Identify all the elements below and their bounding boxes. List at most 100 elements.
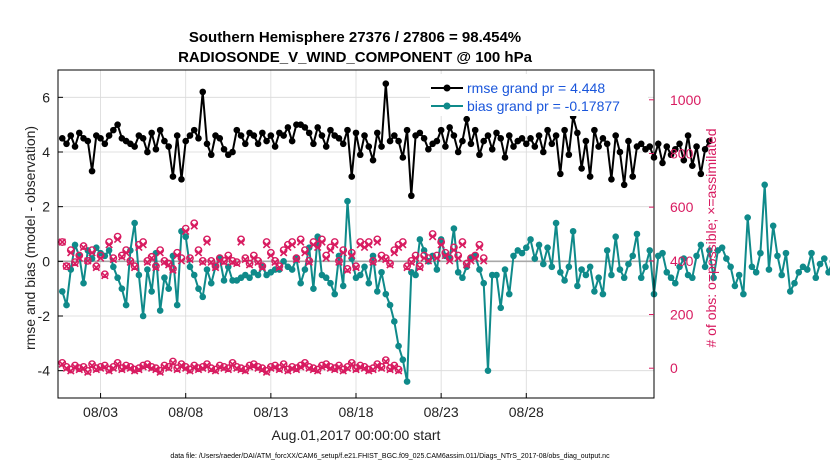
obs-assimilated-point bbox=[118, 365, 126, 374]
obs-assimilated-point bbox=[156, 249, 164, 257]
obs-assimilated-point bbox=[160, 258, 169, 266]
data-point bbox=[382, 290, 390, 298]
x-tick-label: 08/03 bbox=[83, 404, 118, 420]
data-point bbox=[480, 279, 488, 287]
data-point bbox=[825, 268, 830, 276]
obs-assimilated-point bbox=[365, 367, 373, 375]
data-point bbox=[322, 143, 330, 150]
y-tick-label: 2 bbox=[42, 199, 50, 215]
obs-assimilated-point bbox=[233, 259, 241, 268]
data-point bbox=[207, 151, 215, 159]
data-point bbox=[569, 227, 577, 235]
data-point bbox=[625, 260, 632, 268]
obs-assimilated-point bbox=[399, 240, 407, 249]
data-point bbox=[173, 132, 181, 139]
data-point bbox=[510, 252, 517, 260]
obs-assimilated-point bbox=[467, 257, 475, 265]
obs-assimilated-point bbox=[369, 258, 377, 266]
data-point bbox=[152, 145, 160, 153]
obs-possible-point bbox=[88, 360, 96, 369]
data-point bbox=[403, 378, 411, 385]
obs-assimilated-point bbox=[271, 363, 279, 371]
y2-tick-label: 0 bbox=[670, 360, 678, 376]
data-point bbox=[493, 129, 500, 137]
data-point bbox=[454, 148, 462, 156]
data-point bbox=[161, 137, 168, 145]
data-point bbox=[110, 263, 117, 271]
data-point bbox=[327, 126, 334, 134]
obs-assimilated-point bbox=[250, 361, 258, 370]
data-point bbox=[735, 271, 743, 279]
x-axis-label: Aug.01,2017 00:00:00 start bbox=[272, 427, 441, 443]
obs-assimilated-point bbox=[411, 254, 420, 262]
obs-assimilated-point bbox=[296, 238, 305, 246]
data-point bbox=[382, 80, 390, 87]
data-point bbox=[84, 137, 92, 145]
data-point bbox=[501, 266, 509, 273]
obs-assimilated-point bbox=[352, 263, 360, 272]
data-point bbox=[365, 143, 373, 150]
data-point bbox=[642, 263, 649, 271]
data-point bbox=[612, 233, 619, 241]
obs-assimilated-point bbox=[296, 363, 305, 371]
data-point bbox=[654, 140, 662, 148]
obs-assimilated-point bbox=[211, 263, 220, 272]
data-point bbox=[454, 268, 462, 276]
data-point bbox=[740, 290, 747, 298]
data-point bbox=[633, 230, 641, 238]
data-point bbox=[339, 282, 347, 290]
obs-possible-point bbox=[198, 256, 207, 265]
data-point bbox=[348, 173, 356, 180]
obs-possible-point bbox=[117, 251, 126, 260]
data-point bbox=[178, 176, 185, 183]
data-point bbox=[237, 132, 245, 139]
data-point bbox=[531, 143, 539, 150]
data-point bbox=[305, 129, 313, 137]
obs-assimilated-point bbox=[309, 240, 318, 249]
data-point bbox=[361, 263, 368, 271]
data-point bbox=[156, 126, 164, 134]
data-point bbox=[497, 304, 505, 312]
obs-assimilated-point bbox=[113, 235, 122, 244]
data-point bbox=[386, 137, 394, 145]
obs-possible-point bbox=[207, 364, 216, 373]
obs-assimilated-point bbox=[254, 364, 262, 372]
obs-assimilated-point bbox=[152, 263, 160, 272]
data-point bbox=[71, 143, 79, 150]
data-point bbox=[808, 249, 815, 257]
obs-assimilated-point bbox=[169, 359, 177, 367]
series-layer bbox=[58, 80, 830, 385]
data-point bbox=[608, 176, 615, 183]
chart-title: Southern Hemisphere 27376 / 27806 = 98.4… bbox=[189, 29, 521, 46]
y-tick-label: 6 bbox=[42, 89, 50, 105]
data-point bbox=[671, 279, 679, 287]
data-point bbox=[267, 132, 275, 139]
obs-assimilated-point bbox=[318, 363, 326, 371]
obs-assimilated-point bbox=[262, 240, 271, 249]
data-point bbox=[812, 274, 820, 282]
data-point bbox=[761, 181, 768, 189]
obs-possible-point bbox=[169, 264, 177, 273]
y-tick-label: 0 bbox=[42, 253, 50, 269]
data-point bbox=[229, 148, 236, 156]
data-point bbox=[280, 258, 287, 265]
data-point bbox=[548, 263, 556, 271]
y-axis-label: rmse and bias (model - observation) bbox=[22, 126, 38, 350]
data-point bbox=[395, 137, 402, 145]
data-point bbox=[250, 132, 258, 139]
obs-possible-point bbox=[143, 256, 152, 265]
obs-assimilated-point bbox=[143, 361, 152, 370]
data-point bbox=[591, 126, 598, 134]
data-point bbox=[63, 301, 70, 309]
data-point bbox=[97, 135, 104, 142]
obs-assimilated-point bbox=[335, 258, 343, 266]
data-point bbox=[701, 263, 709, 271]
obs-assimilated-point bbox=[190, 363, 198, 371]
data-point bbox=[463, 115, 470, 123]
obs-possible-point bbox=[215, 361, 224, 370]
obs-assimilated-point bbox=[84, 368, 92, 376]
obs-possible-point bbox=[347, 358, 356, 367]
obs-assimilated-point bbox=[216, 363, 224, 371]
obs-possible-point bbox=[369, 364, 377, 373]
obs-assimilated-point bbox=[330, 365, 339, 374]
